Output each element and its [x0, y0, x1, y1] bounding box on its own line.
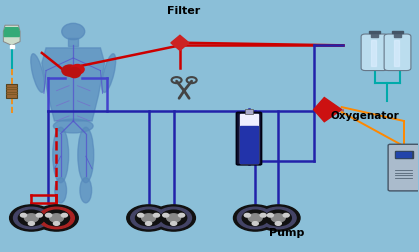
Bar [6, 84, 17, 98]
FancyBboxPatch shape [384, 34, 411, 71]
Ellipse shape [68, 68, 81, 78]
Bar [370, 31, 380, 33]
Circle shape [44, 210, 70, 226]
Circle shape [167, 214, 181, 222]
Polygon shape [42, 48, 105, 121]
FancyBboxPatch shape [361, 34, 388, 71]
Circle shape [242, 210, 268, 226]
Circle shape [267, 213, 273, 217]
Circle shape [24, 214, 39, 222]
Ellipse shape [62, 23, 85, 40]
Circle shape [13, 207, 49, 229]
Bar [240, 114, 258, 163]
Bar [394, 32, 401, 37]
Circle shape [261, 207, 296, 229]
Bar [394, 40, 399, 66]
Polygon shape [4, 28, 19, 37]
Circle shape [248, 214, 262, 222]
Ellipse shape [71, 65, 84, 74]
Circle shape [10, 205, 53, 231]
Circle shape [39, 207, 74, 229]
Text: Filter: Filter [168, 6, 201, 16]
Bar [68, 38, 78, 46]
Bar [10, 45, 14, 48]
Text: Pump: Pump [269, 228, 304, 238]
Bar [371, 40, 376, 66]
Circle shape [49, 214, 63, 222]
Ellipse shape [53, 127, 69, 183]
Circle shape [153, 213, 160, 217]
Ellipse shape [55, 178, 67, 203]
Ellipse shape [80, 178, 92, 203]
Circle shape [35, 205, 78, 231]
Circle shape [21, 213, 26, 217]
Circle shape [163, 213, 169, 217]
Circle shape [61, 213, 67, 217]
Circle shape [252, 222, 258, 225]
FancyBboxPatch shape [388, 144, 419, 191]
Circle shape [233, 205, 277, 231]
Ellipse shape [53, 119, 93, 133]
Circle shape [36, 213, 42, 217]
Circle shape [171, 222, 177, 225]
Circle shape [131, 207, 166, 229]
Circle shape [238, 207, 273, 229]
Circle shape [145, 222, 152, 225]
Circle shape [28, 222, 34, 225]
Bar [396, 152, 411, 157]
Text: Oxygenator: Oxygenator [331, 111, 399, 121]
Circle shape [178, 213, 185, 217]
Ellipse shape [78, 127, 94, 183]
Bar [240, 126, 258, 163]
Circle shape [137, 213, 144, 217]
Bar [393, 31, 403, 33]
Circle shape [127, 205, 170, 231]
Circle shape [156, 207, 191, 229]
Polygon shape [313, 98, 342, 122]
Circle shape [18, 210, 44, 226]
Circle shape [142, 214, 155, 222]
Ellipse shape [62, 65, 78, 76]
Circle shape [283, 213, 289, 217]
Circle shape [275, 222, 281, 225]
Circle shape [244, 213, 251, 217]
Polygon shape [171, 35, 189, 50]
FancyBboxPatch shape [236, 112, 261, 165]
Bar [395, 151, 413, 158]
Circle shape [54, 222, 59, 225]
Circle shape [271, 214, 285, 222]
Polygon shape [3, 25, 20, 45]
Ellipse shape [31, 54, 44, 92]
Circle shape [152, 205, 195, 231]
Circle shape [160, 210, 187, 226]
Ellipse shape [102, 54, 116, 92]
Circle shape [135, 210, 162, 226]
Circle shape [256, 205, 300, 231]
Circle shape [260, 213, 266, 217]
Circle shape [265, 210, 291, 226]
Bar [245, 109, 253, 114]
Bar [371, 32, 378, 37]
Circle shape [46, 213, 52, 217]
